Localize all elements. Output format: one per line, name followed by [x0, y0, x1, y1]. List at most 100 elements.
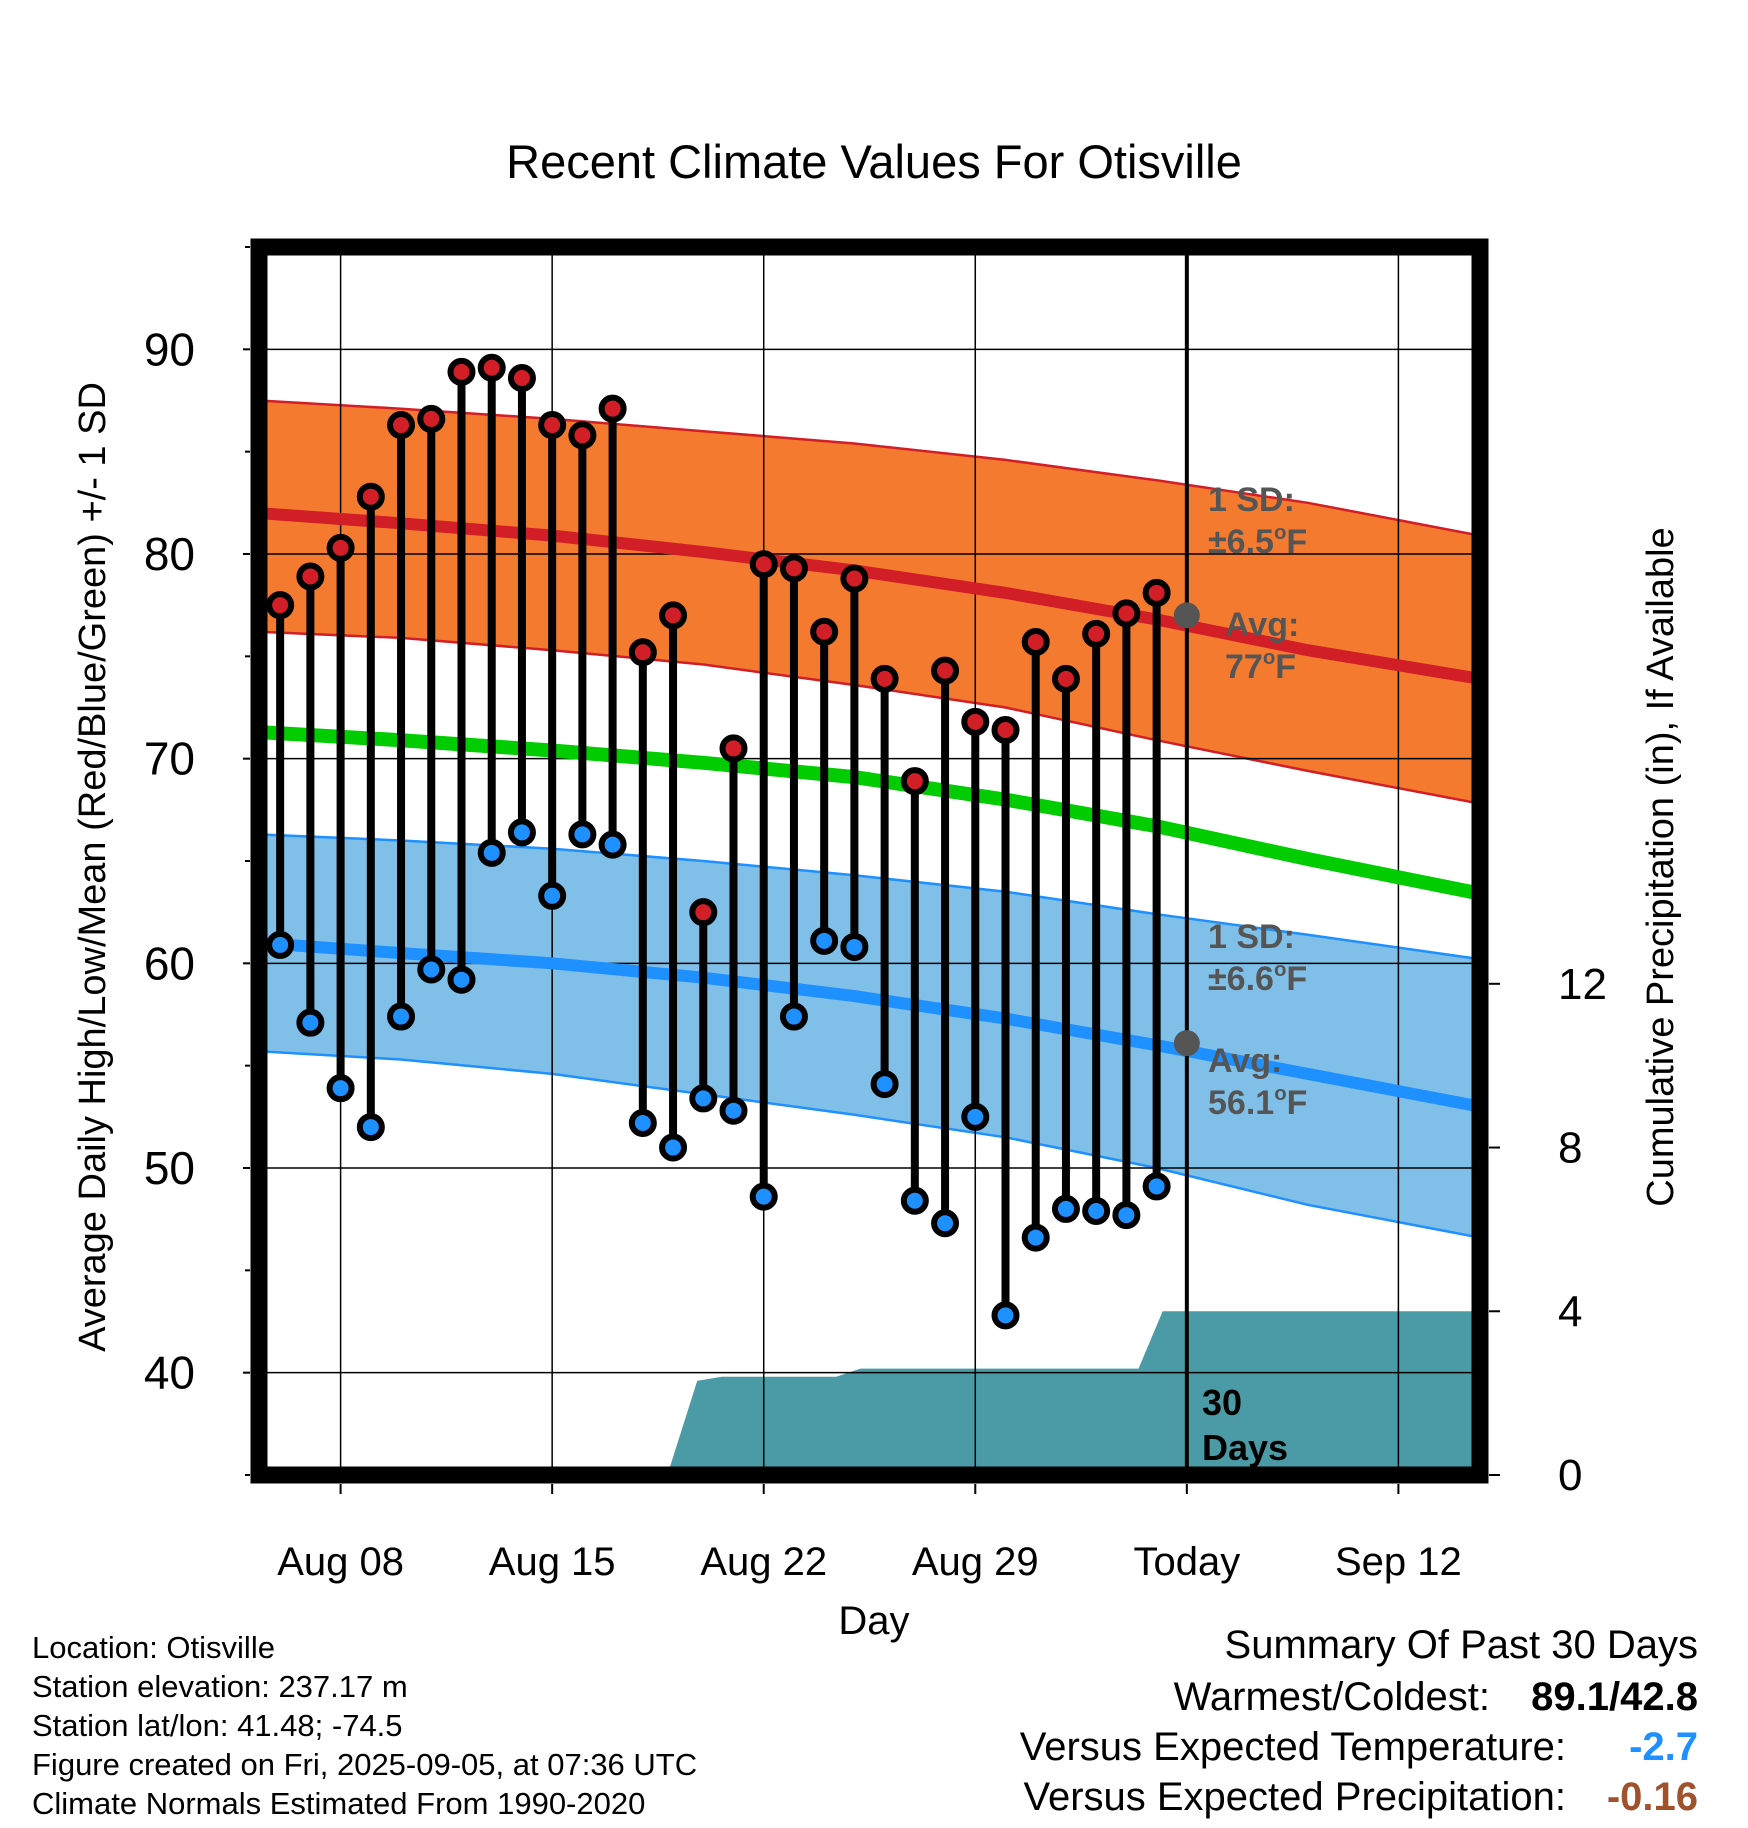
low-avg-today-marker [1173, 1030, 1200, 1057]
precip-area [259, 1311, 1480, 1475]
low-point [1051, 1194, 1080, 1223]
high-point [266, 591, 295, 620]
high-point [749, 550, 778, 579]
low-point [840, 932, 869, 961]
low-point [961, 1102, 990, 1131]
high-avg-annotation-part: F [1275, 648, 1296, 686]
low-point [326, 1074, 355, 1103]
high-point [1021, 628, 1050, 657]
low-point [810, 926, 839, 955]
high-point [991, 716, 1020, 745]
low-point [1021, 1223, 1050, 1252]
high-avg-annotation-line: Avg: [1225, 606, 1299, 644]
low-point [1112, 1201, 1141, 1230]
high-point [356, 482, 385, 511]
y2-tick-label: 12 [1558, 960, 1607, 1009]
low-point [568, 820, 597, 849]
y-tick-label: 80 [144, 528, 195, 580]
x-tick-label: Aug 08 [277, 1540, 404, 1584]
low-point [296, 1008, 325, 1037]
low-avg-annotation-line: 56.1oF [1208, 1083, 1307, 1122]
low-point [628, 1108, 657, 1137]
footer-created: Figure created on Fri, 2025-09-05, at 07… [32, 1747, 697, 1782]
high-point [477, 353, 506, 382]
footer-elevation: Station elevation: 237.17 m [32, 1669, 408, 1704]
high-sd-annotation-part: o [1274, 522, 1286, 544]
low-sd-annotation: 1 SD: ±6.6oF [1208, 918, 1307, 998]
y-tick-label: 50 [144, 1142, 195, 1194]
footer-normals: Climate Normals Estimated From 1990-2020 [32, 1786, 645, 1821]
low-avg-annotation-part: 56.1 [1208, 1084, 1274, 1122]
low-sd-annotation-part: ±6.6 [1208, 960, 1274, 998]
high-point [931, 656, 960, 685]
low-avg-annotation-part: Avg: [1208, 1042, 1282, 1080]
y2-tick-label: 4 [1558, 1287, 1582, 1336]
x-tick-label: Aug 15 [489, 1540, 616, 1584]
high-point [628, 638, 657, 667]
summary-heading: Summary Of Past 30 Days [1225, 1623, 1698, 1667]
low-point [900, 1186, 929, 1215]
high-point [598, 394, 627, 423]
x-axis-label: Day [838, 1599, 909, 1643]
high-point [1142, 578, 1171, 607]
summary-panel: Summary Of Past 30 Days Warmest/Coldest:… [1020, 1623, 1698, 1819]
low-point [447, 965, 476, 994]
high-point [779, 554, 808, 583]
high-point [417, 404, 446, 433]
high-point [1082, 619, 1111, 648]
high-point [538, 411, 567, 440]
high-sd-upper-edge [259, 399, 1480, 537]
low-sd-annotation-line: ±6.6oF [1208, 959, 1307, 998]
high-point [810, 617, 839, 646]
low-sd-annotation-part: o [1274, 959, 1286, 981]
summary-precip-label: Versus Expected Precipitation: [1023, 1775, 1566, 1819]
low-point [991, 1301, 1020, 1330]
low-point [779, 1002, 808, 1031]
low-point [1142, 1172, 1171, 1201]
days-annotation-part: 30 [1202, 1382, 1242, 1423]
y-tick-label: 70 [144, 733, 195, 785]
low-point [598, 830, 627, 859]
x-tick-label: Aug 22 [700, 1540, 827, 1584]
high-sd-annotation-line: ±6.5oF [1208, 522, 1307, 561]
plot-frame [250, 238, 1489, 1484]
footer-location: Location: Otisville [32, 1630, 275, 1665]
x-tick-label: Aug 29 [912, 1540, 1039, 1584]
days-annotation-line: 30 [1202, 1382, 1242, 1423]
high-point [1112, 599, 1141, 628]
low-sd-band [259, 834, 1480, 1238]
high-avg-annotation-part: 77 [1225, 648, 1263, 686]
high-point [447, 357, 476, 386]
y-tick-label: 40 [144, 1347, 195, 1399]
chart-title: Recent Climate Values For Otisville [506, 135, 1242, 188]
low-avg-annotation-part: F [1287, 1084, 1308, 1122]
low-sd-annotation-part: 1 SD: [1208, 918, 1295, 956]
x-tick-label: Today [1133, 1540, 1240, 1584]
high-avg-today-marker [1173, 602, 1200, 629]
low-point [266, 930, 295, 959]
high-avg-annotation-part: o [1263, 647, 1275, 669]
y-tick-label: 60 [144, 937, 195, 989]
days-annotation-line: Days [1202, 1427, 1288, 1468]
high-point [689, 898, 718, 927]
low-point [538, 881, 567, 910]
low-point [659, 1133, 688, 1162]
high-avg-annotation-line: 77oF [1225, 647, 1296, 686]
high-sd-annotation-part: ±6.5 [1208, 523, 1274, 561]
y-tick-label: 90 [144, 323, 195, 375]
low-point [477, 838, 506, 867]
y2-axis-label: Cumulative Precipitation (in), If Availa… [1640, 527, 1682, 1206]
x-tick-label: Sep 12 [1335, 1540, 1462, 1584]
low-point [356, 1113, 385, 1142]
high-avg-annotation-part: Avg: [1225, 606, 1299, 644]
high-point [296, 562, 325, 591]
low-point [870, 1070, 899, 1099]
low-sd-annotation-part: F [1286, 960, 1307, 998]
days-annotation-part: Days [1202, 1427, 1288, 1468]
high-sd-annotation-line: 1 SD: [1208, 481, 1295, 519]
summary-temp-label: Versus Expected Temperature: [1020, 1725, 1566, 1769]
high-point [840, 564, 869, 593]
high-point [900, 767, 929, 796]
